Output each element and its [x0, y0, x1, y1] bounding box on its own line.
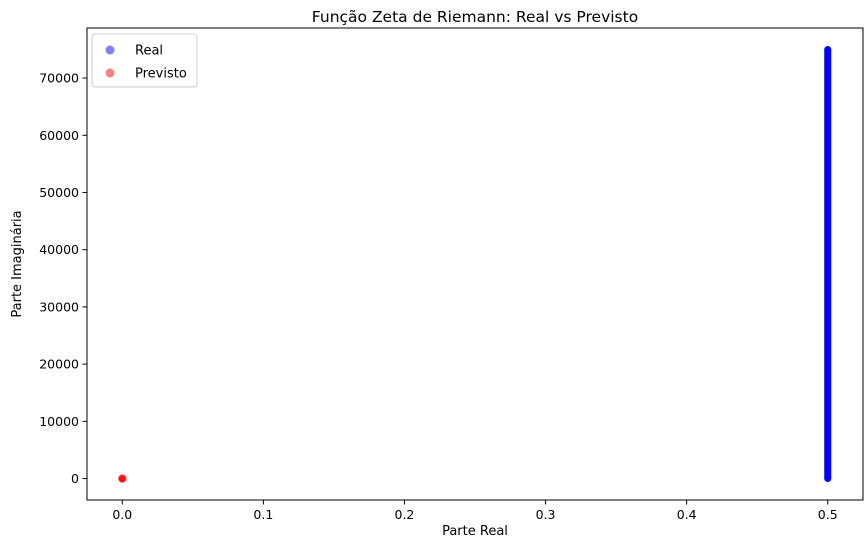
legend-label: Real: [135, 44, 163, 59]
y-tick-label: 60000: [39, 128, 79, 143]
x-tick-label: 0.3: [536, 507, 556, 522]
legend-box: [91, 33, 198, 88]
predicted-point-overlap: [118, 474, 126, 483]
y-axis-ticks: 0 10000 20000 30000 40000 50000 60000 70000: [39, 71, 87, 486]
plot-frame: [86, 27, 864, 501]
x-tick-label: 0.0: [112, 507, 132, 522]
y-tick-label: 30000: [39, 299, 79, 314]
x-tick-label: 0.4: [677, 507, 697, 522]
real-points-core: [825, 49, 830, 479]
legend-marker: [105, 68, 115, 78]
chart-title: Função Zeta de Riemann: Real vs Previsto: [312, 8, 638, 26]
plot-area: [117, 45, 832, 483]
y-tick-label: 70000: [39, 71, 79, 86]
y-tick-label: 20000: [39, 357, 79, 372]
y-tick-label: 0: [71, 471, 79, 486]
y-tick-label: 10000: [39, 414, 79, 429]
y-axis-label: Parte Imaginária: [10, 210, 25, 317]
x-axis-ticks: 0.0 0.1 0.2 0.3 0.4 0.5: [112, 500, 838, 522]
x-tick-label: 0.1: [253, 507, 273, 522]
x-tick-label: 0.2: [395, 507, 415, 522]
x-tick-label: 0.5: [818, 507, 838, 522]
y-tick-label: 40000: [39, 242, 79, 257]
legend-label: Previsto: [135, 67, 187, 82]
legend-marker: [105, 45, 115, 55]
y-tick-label: 50000: [39, 185, 79, 200]
x-axis-label: Parte Real: [442, 524, 508, 539]
legend: Real Previsto: [91, 33, 198, 88]
